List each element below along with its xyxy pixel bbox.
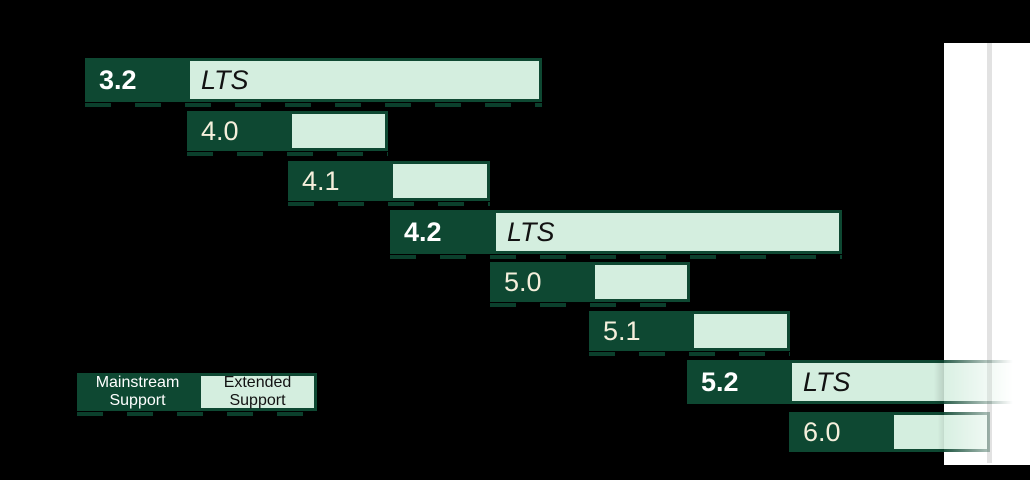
lts-label: LTS bbox=[803, 366, 851, 397]
timeline-tick-dashes bbox=[288, 202, 490, 206]
timeline-tick-dashes bbox=[490, 303, 690, 307]
version-bar: 6.0 bbox=[789, 412, 990, 457]
legend-mainstream-support: Mainstream Support bbox=[77, 373, 198, 411]
version-bar: 4.1 bbox=[288, 161, 490, 206]
mainstream-support-segment: 4.1 bbox=[288, 161, 390, 201]
version-label: 5.1 bbox=[603, 315, 641, 346]
timeline-tick-dashes bbox=[589, 352, 790, 356]
extended-support-segment: LTS bbox=[187, 58, 542, 102]
extended-support-segment bbox=[891, 412, 990, 452]
version-label: 4.2 bbox=[404, 216, 442, 247]
version-label: 6.0 bbox=[803, 416, 841, 447]
extended-support-segment: LTS bbox=[789, 360, 1030, 404]
timeline-tick-dashes bbox=[789, 453, 941, 457]
extended-support-segment bbox=[390, 161, 490, 201]
mainstream-support-segment: 3.2 bbox=[85, 58, 187, 102]
timeline-tick-dashes bbox=[187, 152, 388, 156]
mainstream-support-segment: 4.2 bbox=[390, 210, 493, 254]
mainstream-support-segment: 5.0 bbox=[490, 262, 592, 302]
extended-support-segment bbox=[592, 262, 690, 302]
version-label: 5.0 bbox=[504, 266, 542, 297]
version-label: 3.2 bbox=[99, 64, 137, 95]
legend-extended-support: Extended Support bbox=[198, 373, 317, 411]
mainstream-support-segment: 4.0 bbox=[187, 111, 289, 151]
version-label: 5.2 bbox=[701, 366, 739, 397]
timeline-tick-dashes bbox=[77, 412, 317, 416]
extended-support-segment bbox=[289, 111, 388, 151]
version-bar: 5.0 bbox=[490, 262, 690, 307]
extended-support-segment bbox=[691, 311, 790, 351]
timeline-tick-dashes bbox=[687, 405, 941, 409]
version-bar: 4.0 bbox=[187, 111, 388, 156]
timeline-tick-dashes bbox=[85, 103, 542, 107]
version-bar: 4.2 LTS bbox=[390, 210, 842, 259]
lts-label: LTS bbox=[507, 216, 555, 247]
version-bar: 3.2 LTS bbox=[85, 58, 542, 107]
extended-support-segment: LTS bbox=[493, 210, 842, 254]
mainstream-support-segment: 6.0 bbox=[789, 412, 891, 452]
mainstream-support-segment: 5.1 bbox=[589, 311, 691, 351]
version-bar: 5.2 LTS bbox=[687, 360, 1030, 409]
version-label: 4.1 bbox=[302, 165, 340, 196]
today-marker-line bbox=[987, 43, 992, 463]
lts-label: LTS bbox=[201, 64, 249, 95]
mainstream-support-segment: 5.2 bbox=[687, 360, 789, 404]
version-label: 4.0 bbox=[201, 115, 239, 146]
timeline-tick-dashes bbox=[390, 255, 842, 259]
legend: Mainstream Support Extended Support bbox=[77, 373, 317, 416]
version-bar: 5.1 bbox=[589, 311, 790, 356]
